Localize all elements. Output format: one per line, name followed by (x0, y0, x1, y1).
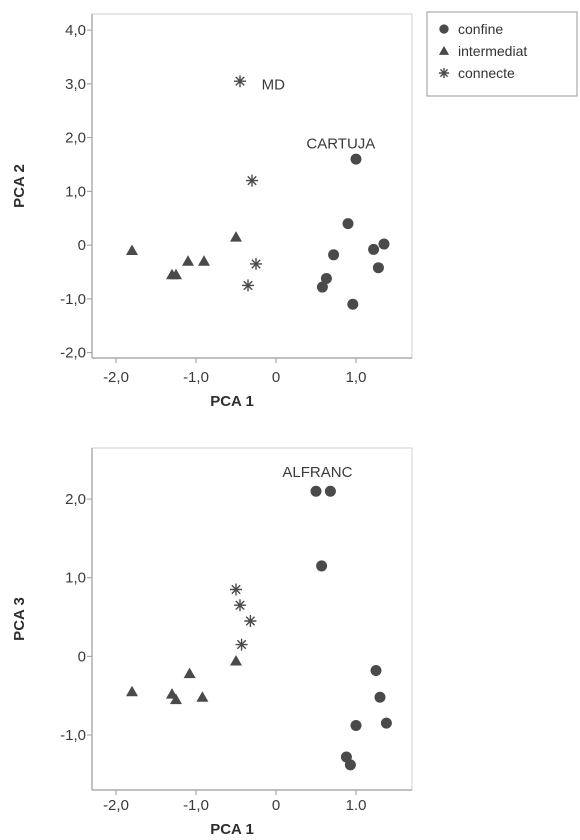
y-tick-label: 1,0 (65, 570, 86, 587)
data-point-connecte (246, 174, 258, 187)
point-annotation: MD (262, 76, 285, 93)
data-point-intermediat (126, 244, 138, 255)
data-point-connecte (235, 638, 248, 651)
data-point-intermediat (170, 693, 182, 705)
legend-marker-confine (439, 24, 449, 34)
data-point-intermediat (230, 655, 242, 666)
y-tick-label: 0 (78, 648, 86, 665)
data-point-confine (320, 272, 332, 284)
legend-box (426, 11, 578, 97)
data-point-confine (316, 560, 328, 572)
data-point-intermediat (182, 255, 194, 266)
data-point-confine (342, 218, 354, 230)
data-point-confine (347, 298, 359, 310)
x-axis-label: PCA 1 (210, 821, 254, 838)
x-tick-label: -1,0 (183, 369, 209, 386)
x-axis-label: PCA 1 (210, 393, 254, 410)
data-point-confine (380, 717, 392, 729)
x-tick-label: -2,0 (103, 369, 129, 386)
x-tick-label: 0 (272, 369, 280, 386)
y-tick-label: 2,0 (65, 491, 86, 508)
data-point-intermediat (170, 268, 182, 280)
data-point-intermediat (230, 231, 242, 242)
legend-marker-intermediat (438, 45, 450, 55)
data-point-intermediat (183, 667, 196, 679)
data-point-connecte (234, 75, 246, 88)
legend-entry-label: intermediat (458, 43, 527, 59)
data-point-confine (372, 262, 384, 274)
data-point-connecte (242, 279, 254, 292)
point-annotation: CARTUJA (306, 135, 375, 152)
y-tick-label: 2,0 (65, 130, 86, 147)
y-tick-label: 1,0 (65, 183, 86, 200)
data-point-confine (316, 281, 328, 293)
data-point-confine (378, 238, 390, 250)
data-point-intermediat (198, 255, 210, 266)
data-point-confine (328, 249, 340, 261)
x-tick-label: 1,0 (346, 369, 367, 386)
data-point-confine (310, 485, 322, 497)
point-annotation: ALFRANC (282, 464, 352, 481)
legend-marker-connecte (438, 67, 450, 79)
legend: confine intermediat connecte (426, 11, 578, 97)
data-point-connecte (234, 599, 246, 612)
data-point-connecte (250, 257, 262, 270)
x-tick-label: 1.0 (346, 797, 367, 814)
data-point-confine (368, 243, 380, 255)
legend-entry-label: confine (458, 21, 503, 37)
scatter-plot-pca1-pca3: 2,0 1,0 0 -1,0 -2,0 -1,0 0 1.0 PCA 1 PCA 3 ALFRANC (11, 447, 413, 838)
data-point-confine (350, 720, 362, 732)
data-point-confine (374, 691, 386, 703)
y-tick-label: 0 (78, 237, 86, 254)
data-point-confine (350, 153, 362, 165)
data-point-intermediat (126, 685, 138, 697)
y-axis-label: PCA 2 (11, 164, 28, 208)
x-tick-label: -2,0 (103, 797, 129, 814)
x-tick-label: 0 (272, 797, 280, 814)
data-point-confine (324, 485, 336, 497)
data-point-connecte (244, 615, 257, 627)
data-point-confine (344, 759, 356, 771)
data-point-connecte (230, 583, 242, 596)
y-tick-label: -1,0 (60, 291, 86, 308)
y-axis-label: PCA 3 (11, 597, 28, 641)
legend-entry-label: connecte (458, 65, 515, 81)
y-tick-label: -2,0 (60, 345, 86, 362)
x-tick-label: -1,0 (183, 797, 209, 814)
y-tick-label: -1,0 (60, 727, 86, 744)
data-point-confine (370, 664, 382, 676)
scatter-plot-pca1-pca2: 4,0 3,0 2,0 1,0 0 -1,0 -2,0 -2,0 -1,0 0 1,0 PCA 1 PC… (11, 13, 413, 410)
y-tick-label: 4,0 (65, 22, 86, 39)
data-point-intermediat (196, 691, 209, 702)
y-tick-label: 3,0 (65, 76, 86, 93)
